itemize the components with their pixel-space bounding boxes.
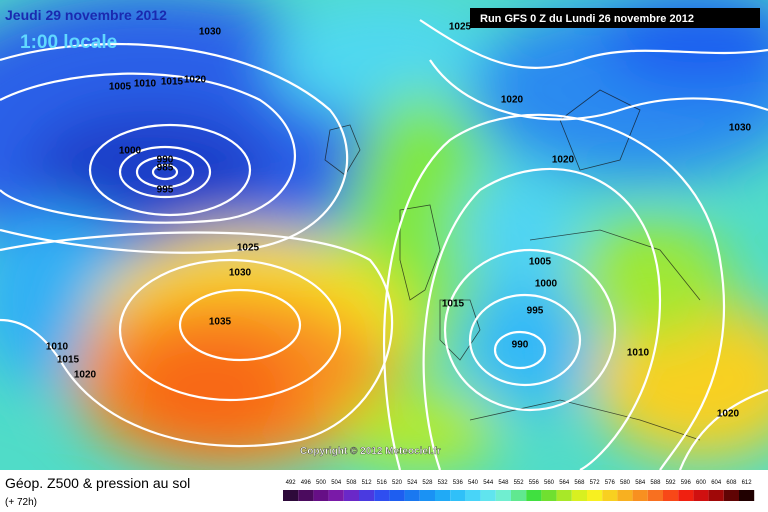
legend-swatch	[374, 490, 390, 501]
legend-swatch	[556, 490, 572, 501]
legend-label: 536	[453, 480, 464, 486]
isobar-label: 1005	[109, 82, 132, 93]
isobar-label: 1020	[74, 370, 97, 381]
legend-swatch	[526, 490, 542, 501]
isobar-label: 1035	[209, 317, 232, 328]
legend-swatch	[663, 490, 679, 501]
isobar-label: 1010	[46, 342, 69, 353]
legend-swatch	[708, 490, 724, 501]
legend-swatch	[495, 490, 511, 501]
legend-label: 568	[574, 480, 585, 486]
isobar-label: 1030	[729, 123, 752, 134]
legend-swatch	[587, 490, 603, 501]
legend-swatch	[617, 490, 633, 501]
map	[0, 0, 768, 470]
legend-label: 532	[438, 480, 449, 486]
legend-swatch	[723, 490, 739, 501]
legend-swatch	[283, 490, 299, 501]
isobar-label: 1015	[442, 299, 465, 310]
isobar-label: 1010	[627, 348, 650, 359]
legend-label: 540	[468, 480, 479, 486]
legend-label: 556	[529, 480, 540, 486]
legend-swatch	[647, 490, 663, 501]
legend-swatch	[419, 490, 435, 501]
isobar-label: 1030	[229, 268, 252, 279]
legend-label: 600	[696, 480, 707, 486]
legend-label: 588	[650, 480, 661, 486]
run-info: Run GFS 0 Z du Lundi 26 novembre 2012	[480, 13, 694, 25]
run-box	[470, 8, 760, 28]
legend-swatch	[739, 490, 755, 501]
legend-label: 580	[620, 480, 631, 486]
isobar-label: 1020	[552, 155, 575, 166]
footer-title: Géop. Z500 & pression au sol	[5, 475, 190, 491]
legend-label: 528	[422, 480, 433, 486]
isobar-label: 1020	[717, 409, 740, 420]
legend-swatch	[602, 490, 618, 501]
legend-swatch	[343, 490, 359, 501]
legend-label: 548	[498, 480, 509, 486]
isobar-label: 1025	[237, 243, 260, 254]
local-time: 1:00 locale	[20, 32, 117, 53]
legend-swatch	[511, 490, 527, 501]
legend-label: 576	[605, 480, 616, 486]
legend-swatch	[313, 490, 329, 501]
legend-swatch	[435, 490, 451, 501]
footer-lead: (+ 72h)	[5, 497, 37, 508]
legend-label: 552	[514, 480, 525, 486]
isobar-label: 1030	[199, 27, 222, 38]
legend-label: 572	[590, 480, 601, 486]
isobar-label: 995	[157, 185, 174, 196]
legend-label: 596	[681, 480, 692, 486]
legend-label: 592	[666, 480, 677, 486]
legend-label: 584	[635, 480, 646, 486]
legend-label: 560	[544, 480, 555, 486]
isobar-label: 995	[527, 306, 544, 317]
legend-swatch	[465, 490, 481, 501]
legend-swatch	[404, 490, 420, 501]
isobar-label: 1015	[57, 355, 80, 366]
isobar-label: 1025	[449, 22, 472, 33]
legend-label: 496	[301, 480, 312, 486]
isobar-label: 1005	[529, 257, 552, 268]
isobar-label: 1020	[501, 95, 524, 106]
legend-label: 500	[316, 480, 327, 486]
legend: 492 496 500 504 508 512 516 520 524 528 532 536 540 5…	[283, 480, 755, 501]
isobar-label: 1010	[134, 79, 157, 90]
isobar-label: 1000	[119, 146, 142, 157]
legend-label: 520	[392, 480, 403, 486]
date: Jeudi 29 novembre 2012	[5, 7, 167, 23]
isobar-label: 1020	[184, 75, 207, 86]
isobar-label: 985	[157, 163, 174, 174]
isobar-label: 1015	[161, 77, 184, 88]
copyright: Copyright © 2012 Meteociel.fr	[300, 446, 441, 457]
legend-label: 544	[483, 480, 494, 486]
isobar-label: 990	[512, 340, 529, 351]
legend-swatch	[678, 490, 694, 501]
legend-label: 524	[407, 480, 418, 486]
legend-swatch	[541, 490, 557, 501]
legend-label: 604	[711, 480, 722, 486]
legend-swatch	[632, 490, 648, 501]
legend-label: 492	[286, 480, 297, 486]
legend-label: 612	[742, 480, 753, 486]
legend-swatch	[571, 490, 587, 501]
legend-label: 564	[559, 480, 570, 486]
isobar-label: 990	[157, 155, 174, 166]
legend-swatch	[298, 490, 314, 501]
legend-label: 608	[726, 480, 737, 486]
legend-label: 508	[346, 480, 357, 486]
legend-swatch	[328, 490, 344, 501]
isobar-label: 1000	[535, 279, 558, 290]
legend-label: 512	[362, 480, 373, 486]
legend-label: 516	[377, 480, 388, 486]
legend-swatch	[389, 490, 405, 501]
legend-swatch	[450, 490, 466, 501]
legend-swatch	[693, 490, 709, 501]
legend-swatch	[359, 490, 375, 501]
legend-label: 504	[331, 480, 342, 486]
legend-swatch	[480, 490, 496, 501]
